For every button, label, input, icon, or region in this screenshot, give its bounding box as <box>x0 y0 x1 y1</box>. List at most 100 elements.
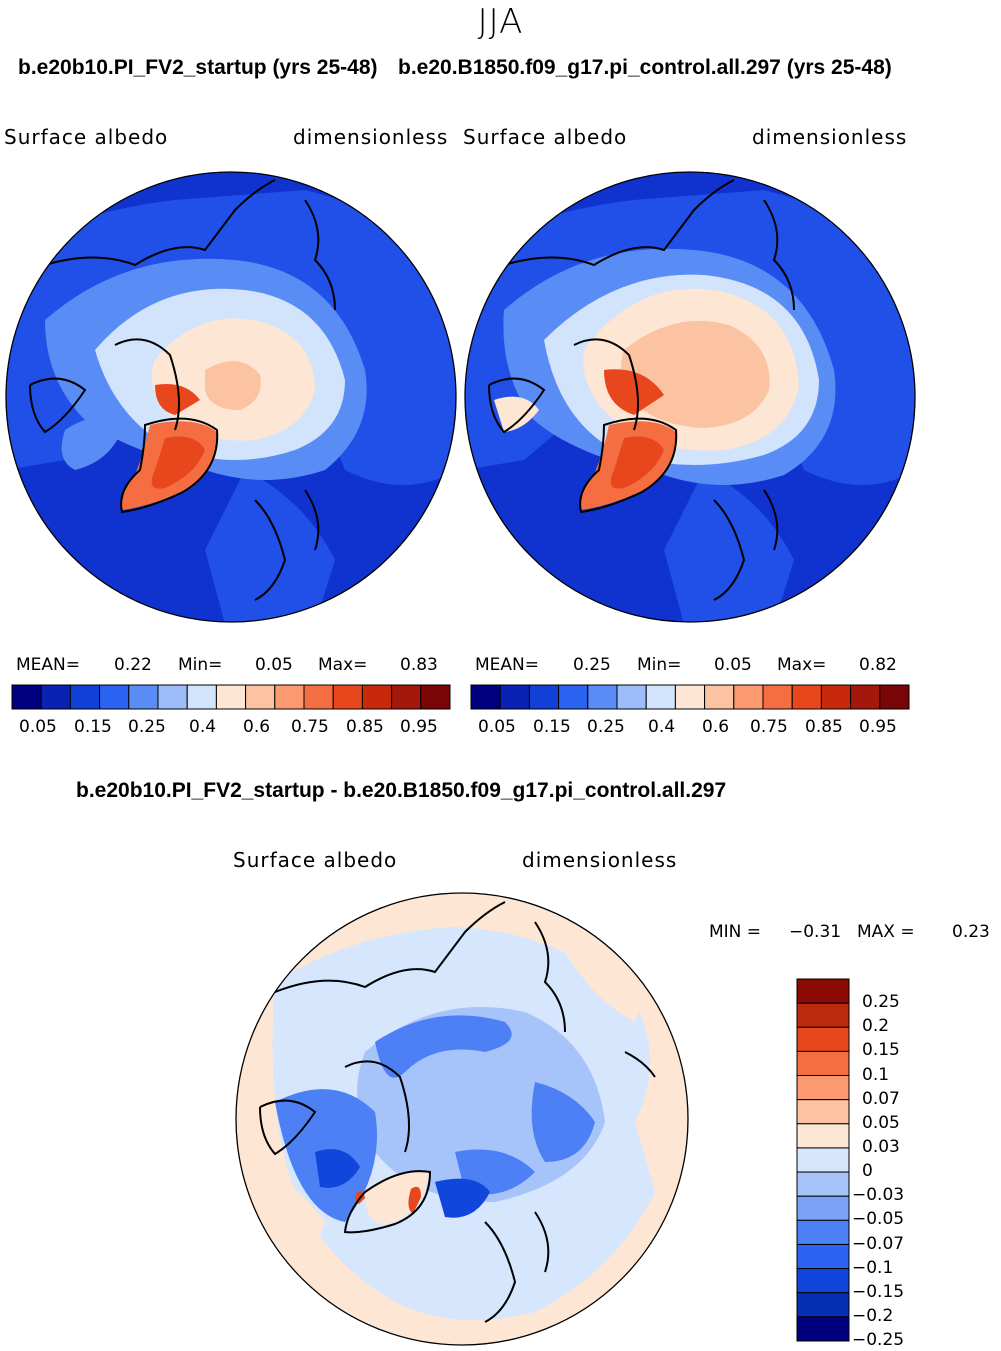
season-title: JJA <box>477 2 524 42</box>
panel1-mean-label: MEAN= <box>16 655 80 675</box>
colorbar-swatch <box>796 1075 850 1101</box>
colorbar-tick-label: 0.85 <box>805 717 843 737</box>
colorbar-tick-label: 0.07 <box>862 1088 900 1109</box>
colorbar-swatch <box>558 684 589 710</box>
colorbar-tick-label: 0.1 <box>862 1064 890 1085</box>
colorbar-swatch <box>470 684 501 710</box>
colorbar-swatch <box>69 684 101 710</box>
colorbar-swatch <box>796 1195 850 1221</box>
colorbar-control <box>470 684 910 710</box>
colorbar-tick-label: 0.03 <box>862 1136 900 1157</box>
map-control <box>464 171 916 623</box>
panel1-min-label: Min= <box>178 655 223 675</box>
colorbar-swatch <box>796 1099 850 1125</box>
colorbar-tick-label: 0.15 <box>533 717 571 737</box>
colorbar-tick-label: 0.2 <box>862 1016 890 1037</box>
colorbar-swatch <box>11 684 42 710</box>
colorbar-swatch <box>796 1268 850 1294</box>
colorbar-tick-label: −0.05 <box>852 1209 905 1230</box>
colorbar-tick-label: 0 <box>862 1161 873 1182</box>
colorbar-tick-label: 0.15 <box>862 1040 900 1061</box>
colorbar-swatch <box>420 684 451 710</box>
panel2-max-label: Max= <box>777 655 827 675</box>
colorbar-tick-label: 0.05 <box>862 1112 900 1133</box>
colorbar-tick-label: 0.05 <box>478 717 516 737</box>
colorbar-swatch <box>796 1050 850 1077</box>
colorbar-swatch <box>674 684 706 710</box>
panel1-min-value: 0.05 <box>255 655 293 675</box>
colorbar-swatch <box>796 978 850 1004</box>
colorbar-tick-label: 0.6 <box>243 717 271 737</box>
map-case <box>5 171 457 623</box>
case-title: b.e20b10.PI_FV2_startup (yrs 25-48) <box>18 56 378 79</box>
panel2-variable: Surface albedo <box>463 125 628 149</box>
colorbar-tick-label: 0.95 <box>400 717 438 737</box>
colorbar-swatch <box>820 684 852 710</box>
colorbar-swatch <box>215 684 247 710</box>
colorbar-tick-label: −0.2 <box>852 1305 894 1326</box>
colorbar-swatch <box>850 684 881 710</box>
control-title: b.e20.B1850.f09_g17.pi_control.all.297 (… <box>398 56 892 79</box>
colorbar-swatch <box>796 1316 850 1342</box>
colorbar-tick-label: −0.07 <box>852 1233 905 1254</box>
colorbar-swatch <box>796 1243 850 1270</box>
panel2-mean-value: 0.25 <box>573 655 611 675</box>
colorbar-swatch <box>587 684 618 710</box>
colorbar-tick-label: 0.4 <box>648 717 676 737</box>
colorbar-swatch <box>361 684 393 710</box>
panel1-max-value: 0.83 <box>400 655 438 675</box>
colorbar-swatch <box>879 684 910 710</box>
panel1-units: dimensionless <box>293 125 449 149</box>
colorbar-swatch <box>128 684 159 710</box>
colorbar-swatch <box>499 684 530 710</box>
panel2-max-value: 0.82 <box>859 655 897 675</box>
panel2-min-value: 0.05 <box>714 655 752 675</box>
diff-variable: Surface albedo <box>233 848 398 872</box>
colorbar-swatch <box>40 684 71 710</box>
map-difference <box>235 892 689 1346</box>
colorbar-swatch <box>391 684 422 710</box>
colorbar-swatch <box>245 684 276 710</box>
diff-min-label: MIN = <box>709 922 762 942</box>
colorbar-tick-label: 0.15 <box>74 717 112 737</box>
colorbar-tick-label: 0.6 <box>702 717 730 737</box>
colorbar-swatch <box>796 1219 850 1245</box>
colorbar-swatch <box>762 684 793 710</box>
colorbar-swatch <box>796 1002 850 1028</box>
colorbar-tick-label: 0.25 <box>862 992 900 1013</box>
colorbar-tick-label: 0.75 <box>750 717 788 737</box>
colorbar-swatch <box>791 684 822 710</box>
colorbar-swatch <box>157 684 188 710</box>
colorbar-swatch <box>332 684 363 710</box>
panel2-min-label: Min= <box>637 655 682 675</box>
panel1-variable: Surface albedo <box>4 125 169 149</box>
colorbar-tick-label: −0.03 <box>852 1185 905 1206</box>
colorbar-swatch <box>796 1147 850 1173</box>
colorbar-swatch <box>733 684 764 710</box>
colorbar-swatch <box>796 1171 850 1197</box>
colorbar-tick-label: 0.4 <box>189 717 217 737</box>
panel1-mean-value: 0.22 <box>114 655 152 675</box>
panel2-mean-label: MEAN= <box>475 655 539 675</box>
colorbar-swatch <box>796 1123 850 1149</box>
colorbar-tick-label: 0.75 <box>291 717 329 737</box>
panel2-units: dimensionless <box>752 125 908 149</box>
diff-units: dimensionless <box>522 848 678 872</box>
colorbar-swatch <box>274 684 305 710</box>
colorbar-tick-label: 0.25 <box>587 717 625 737</box>
diff-max-label: MAX = <box>857 922 915 942</box>
colorbar-swatch <box>704 684 735 710</box>
colorbar-case <box>11 684 451 710</box>
colorbar-tick-label: 0.95 <box>859 717 897 737</box>
diff-title: b.e20b10.PI_FV2_startup - b.e20.B1850.f0… <box>76 779 727 802</box>
colorbar-difference <box>796 978 850 1342</box>
colorbar-swatch <box>796 1292 850 1318</box>
colorbar-tick-label: −0.15 <box>852 1281 905 1302</box>
colorbar-swatch <box>796 1026 850 1052</box>
colorbar-swatch <box>528 684 560 710</box>
colorbar-swatch <box>99 684 130 710</box>
panel1-max-label: Max= <box>318 655 368 675</box>
colorbar-tick-label: 0.25 <box>128 717 166 737</box>
colorbar-tick-label: −0.1 <box>852 1257 894 1278</box>
colorbar-tick-label: 0.05 <box>19 717 57 737</box>
